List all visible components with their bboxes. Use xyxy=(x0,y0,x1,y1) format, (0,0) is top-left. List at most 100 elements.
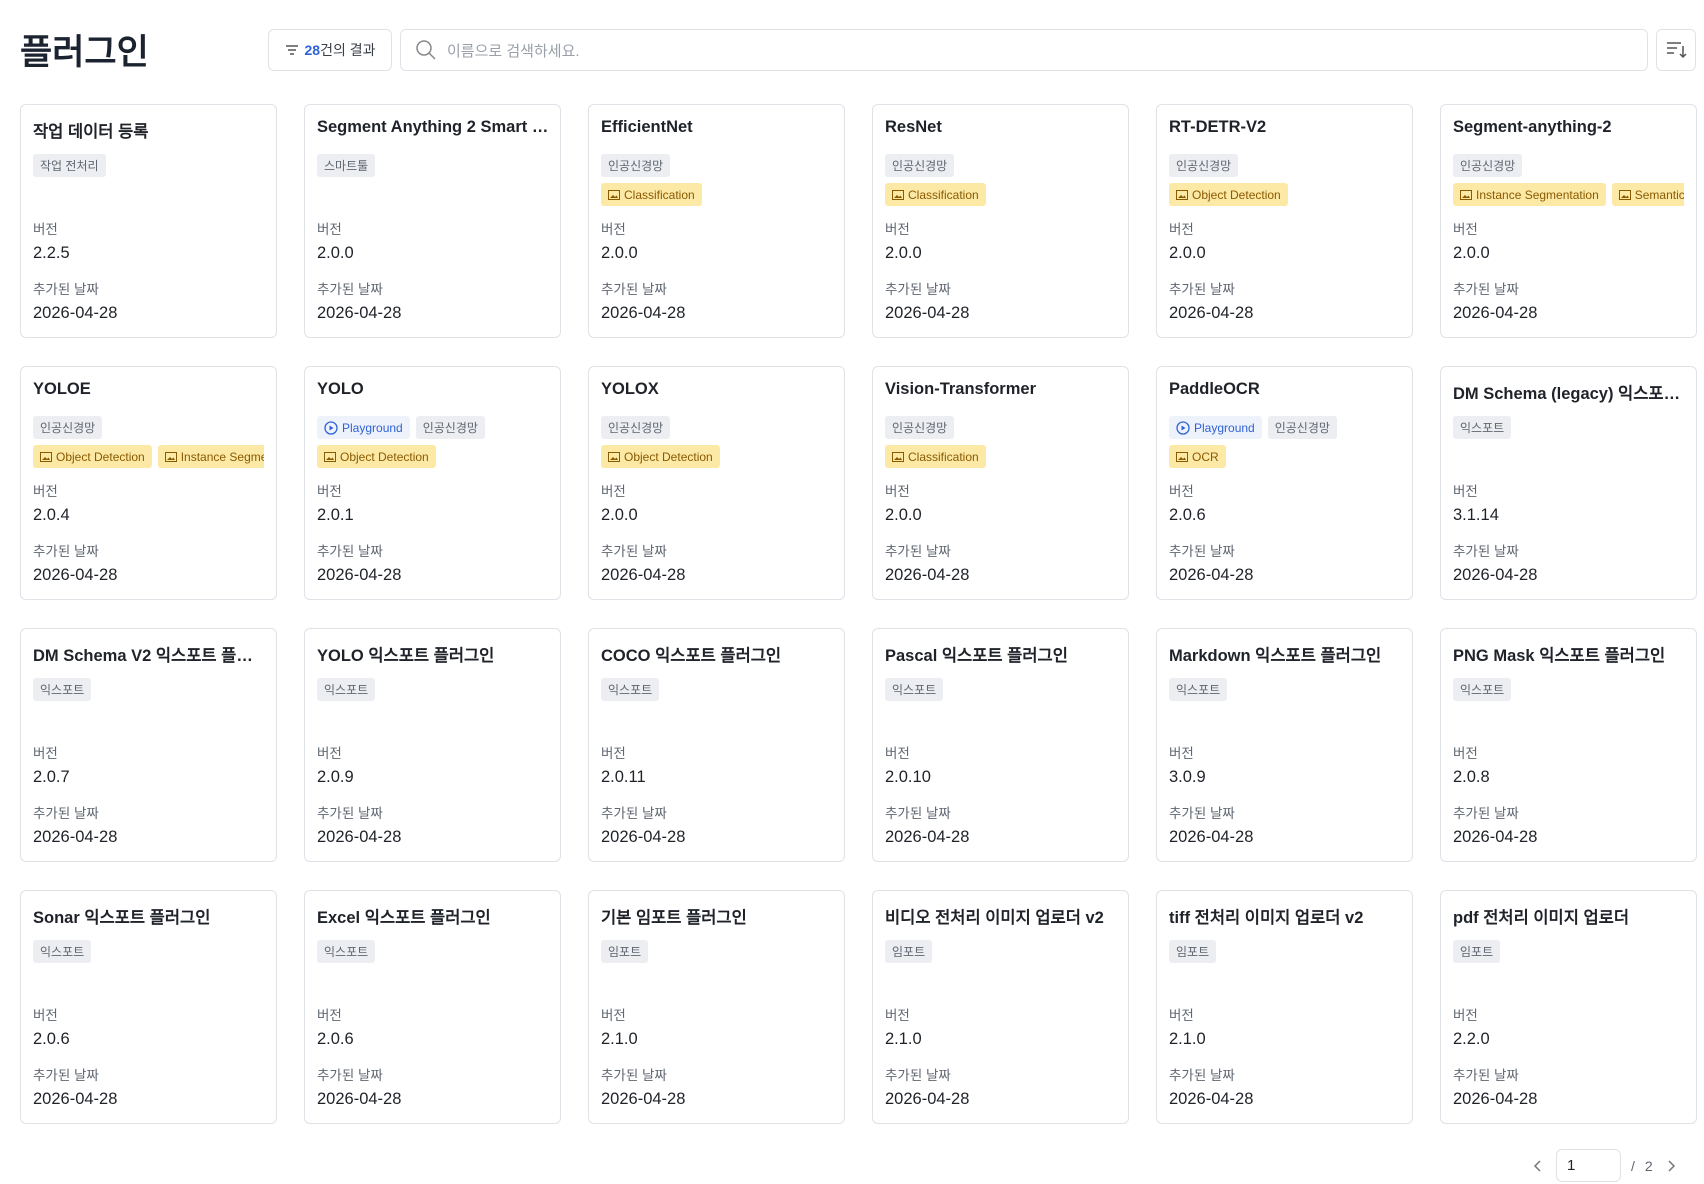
tag: 인공신경망 xyxy=(601,154,671,177)
search-box[interactable]: 이름으로 검색하세요. xyxy=(400,29,1648,71)
card-title: COCO 익스포트 플러그인 xyxy=(601,647,782,665)
date-value: 2026-04-28 xyxy=(885,566,970,584)
plugin-card[interactable]: Pascal 익스포트 플러그인 익스포트 버전 2.0.10 추가된 날짜 2026-0… xyxy=(872,628,1129,862)
tag-label: 임포트 xyxy=(892,945,926,959)
tag-row: 익스포트 xyxy=(885,678,1116,701)
tag: 임포트 xyxy=(601,940,649,963)
tag-row: 작업 전처리 xyxy=(33,154,264,177)
version-label: 버전 xyxy=(1169,746,1194,761)
plugin-card[interactable]: Excel 익스포트 플러그인 익스포트 버전 2.0.6 추가된 날짜 2026-04-… xyxy=(304,890,561,1124)
tag-row: 익스포트 xyxy=(33,940,264,963)
tag-icon xyxy=(608,451,620,462)
plugin-card[interactable]: PNG Mask 익스포트 플러그인 익스포트 버전 2.0.8 추가된 날짜 2026-… xyxy=(1440,628,1697,862)
date-label: 추가된 날짜 xyxy=(317,806,383,821)
plugin-card[interactable]: DM Schema V2 익스포트 플러그인 익스포트 버전 2.0.7 추가된 날짜 2… xyxy=(20,628,277,862)
plugin-card[interactable]: Vision-Transformer 인공신경망 Classification 버전 2… xyxy=(872,366,1129,600)
plugin-card[interactable]: 작업 데이터 등록 작업 전처리 버전 2.2.5 추가된 날짜 2026-04-28 xyxy=(20,104,277,338)
tag-label: 인공신경망 xyxy=(608,421,664,435)
version-value: 2.0.9 xyxy=(317,768,354,786)
tag: 스마트툴 xyxy=(317,154,376,177)
version-value: 2.0.8 xyxy=(1453,768,1490,786)
version-value: 2.1.0 xyxy=(1169,1030,1206,1048)
tag: Object Detection xyxy=(1169,183,1288,206)
task-row: Classification xyxy=(885,445,1116,468)
tag: Object Detection xyxy=(33,445,152,468)
next-page[interactable] xyxy=(1663,1158,1679,1174)
plugin-card[interactable]: pdf 전처리 이미지 업로더 임포트 버전 2.2.0 추가된 날짜 2026-04-2… xyxy=(1440,890,1697,1124)
date-value: 2026-04-28 xyxy=(601,828,686,846)
tag-label: OCR xyxy=(1192,449,1219,464)
tag-label: 익스포트 xyxy=(324,683,369,697)
version-label: 버전 xyxy=(33,484,58,499)
tag-label: 스마트툴 xyxy=(324,159,369,173)
version-value: 2.0.0 xyxy=(885,506,922,524)
tag-row: 인공신경망 xyxy=(601,154,832,177)
tag: Instance Segmentation xyxy=(1453,183,1606,206)
plugin-card[interactable]: ResNet 인공신경망 Classification 버전 2.0.0 추가된 날짜 20… xyxy=(872,104,1129,338)
tag-label: 임포트 xyxy=(1176,945,1210,959)
tag: 익스포트 xyxy=(601,678,660,701)
tag-icon xyxy=(892,189,904,200)
card-title: YOLO xyxy=(317,380,364,398)
date-value: 2026-04-28 xyxy=(1453,1090,1538,1108)
plugin-card[interactable]: COCO 익스포트 플러그인 익스포트 버전 2.0.11 추가된 날짜 2026-04-… xyxy=(588,628,845,862)
card-title: tiff 전처리 이미지 업로더 v2 xyxy=(1169,909,1364,927)
version-label: 버전 xyxy=(317,1008,342,1023)
plugin-card[interactable]: 비디오 전처리 이미지 업로더 v2 임포트 버전 2.1.0 추가된 날짜 2026-0… xyxy=(872,890,1129,1124)
version-label: 버전 xyxy=(33,1008,58,1023)
tag-row: 임포트 xyxy=(1453,940,1684,963)
date-value: 2026-04-28 xyxy=(33,304,118,322)
card-title: Pascal 익스포트 플러그인 xyxy=(885,647,1068,665)
tag-label: 작업 전처리 xyxy=(40,159,99,173)
tag: OCR xyxy=(1169,445,1226,468)
date-label: 추가된 날짜 xyxy=(33,1068,99,1083)
tag-label: 인공신경망 xyxy=(892,421,948,435)
tag-row: 인공신경망 xyxy=(601,416,832,439)
page-input[interactable]: 1 xyxy=(1556,1149,1621,1182)
plugin-card[interactable]: Sonar 익스포트 플러그인 익스포트 버전 2.0.6 추가된 날짜 2026-04-… xyxy=(20,890,277,1124)
version-label: 버전 xyxy=(601,484,626,499)
date-label: 추가된 날짜 xyxy=(1169,806,1235,821)
plugin-card[interactable]: PaddleOCR Playground 인공신경망 OCR 버전 2.0.6 추가된 날짜… xyxy=(1156,366,1413,600)
plugin-card[interactable]: YOLO Playground 인공신경망 Object Detection 버전 2.0… xyxy=(304,366,561,600)
tag-label: Object Detection xyxy=(56,449,145,464)
version-label: 버전 xyxy=(885,746,910,761)
version-label: 버전 xyxy=(601,222,626,237)
date-label: 추가된 날짜 xyxy=(1169,1068,1235,1083)
plugin-card[interactable]: Segment Anything 2 Smart Tool 스마트툴 버전 2.0.0… xyxy=(304,104,561,338)
version-value: 2.2.5 xyxy=(33,244,70,262)
tag-label: Object Detection xyxy=(340,449,429,464)
tag: 익스포트 xyxy=(317,940,376,963)
tag: 임포트 xyxy=(885,940,933,963)
plugin-card[interactable]: Segment-anything-2 인공신경망 Instance Segmenta… xyxy=(1440,104,1697,338)
date-value: 2026-04-28 xyxy=(33,1090,118,1108)
tag: 인공신경망 xyxy=(33,416,103,439)
plugin-card[interactable]: YOLOX 인공신경망 Object Detection 버전 2.0.0 추가된 날짜 2… xyxy=(588,366,845,600)
prev-page[interactable] xyxy=(1530,1158,1546,1174)
date-value: 2026-04-28 xyxy=(1453,566,1538,584)
plugin-card[interactable]: YOLOE 인공신경망 Object Detection Instance Segme… xyxy=(20,366,277,600)
filter-button[interactable]: 28건의 결과 xyxy=(268,29,392,71)
plugin-card[interactable]: EfficientNet 인공신경망 Classification 버전 2.0.0 추가… xyxy=(588,104,845,338)
date-value: 2026-04-28 xyxy=(1169,1090,1254,1108)
plugin-card[interactable]: RT-DETR-V2 인공신경망 Object Detection 버전 2.0.0 추가… xyxy=(1156,104,1413,338)
tag: 익스포트 xyxy=(885,678,944,701)
version-label: 버전 xyxy=(1453,222,1478,237)
date-value: 2026-04-28 xyxy=(885,828,970,846)
plugin-card[interactable]: YOLO 익스포트 플러그인 익스포트 버전 2.0.9 추가된 날짜 2026-04-2… xyxy=(304,628,561,862)
plugin-card[interactable]: Markdown 익스포트 플러그인 익스포트 버전 3.0.9 추가된 날짜 2026-… xyxy=(1156,628,1413,862)
page-title: 플러그인 xyxy=(20,33,149,72)
tag-row: 임포트 xyxy=(885,940,1116,963)
tag-label: 익스포트 xyxy=(324,945,369,959)
version-value: 2.0.7 xyxy=(33,768,70,786)
sort-button[interactable] xyxy=(1656,29,1696,71)
plugin-card[interactable]: 기본 임포트 플러그인 임포트 버전 2.1.0 추가된 날짜 2026-04-28 xyxy=(588,890,845,1124)
plugin-card[interactable]: tiff 전처리 이미지 업로더 v2 임포트 버전 2.1.0 추가된 날짜 2026-… xyxy=(1156,890,1413,1124)
tag-row: 인공신경망 xyxy=(1169,154,1400,177)
tag: Object Detection xyxy=(317,445,436,468)
tag: 인공신경망 xyxy=(885,154,955,177)
card-title: Markdown 익스포트 플러그인 xyxy=(1169,647,1382,665)
tag: 임포트 xyxy=(1453,940,1501,963)
tag: 인공신경망 xyxy=(1169,154,1239,177)
